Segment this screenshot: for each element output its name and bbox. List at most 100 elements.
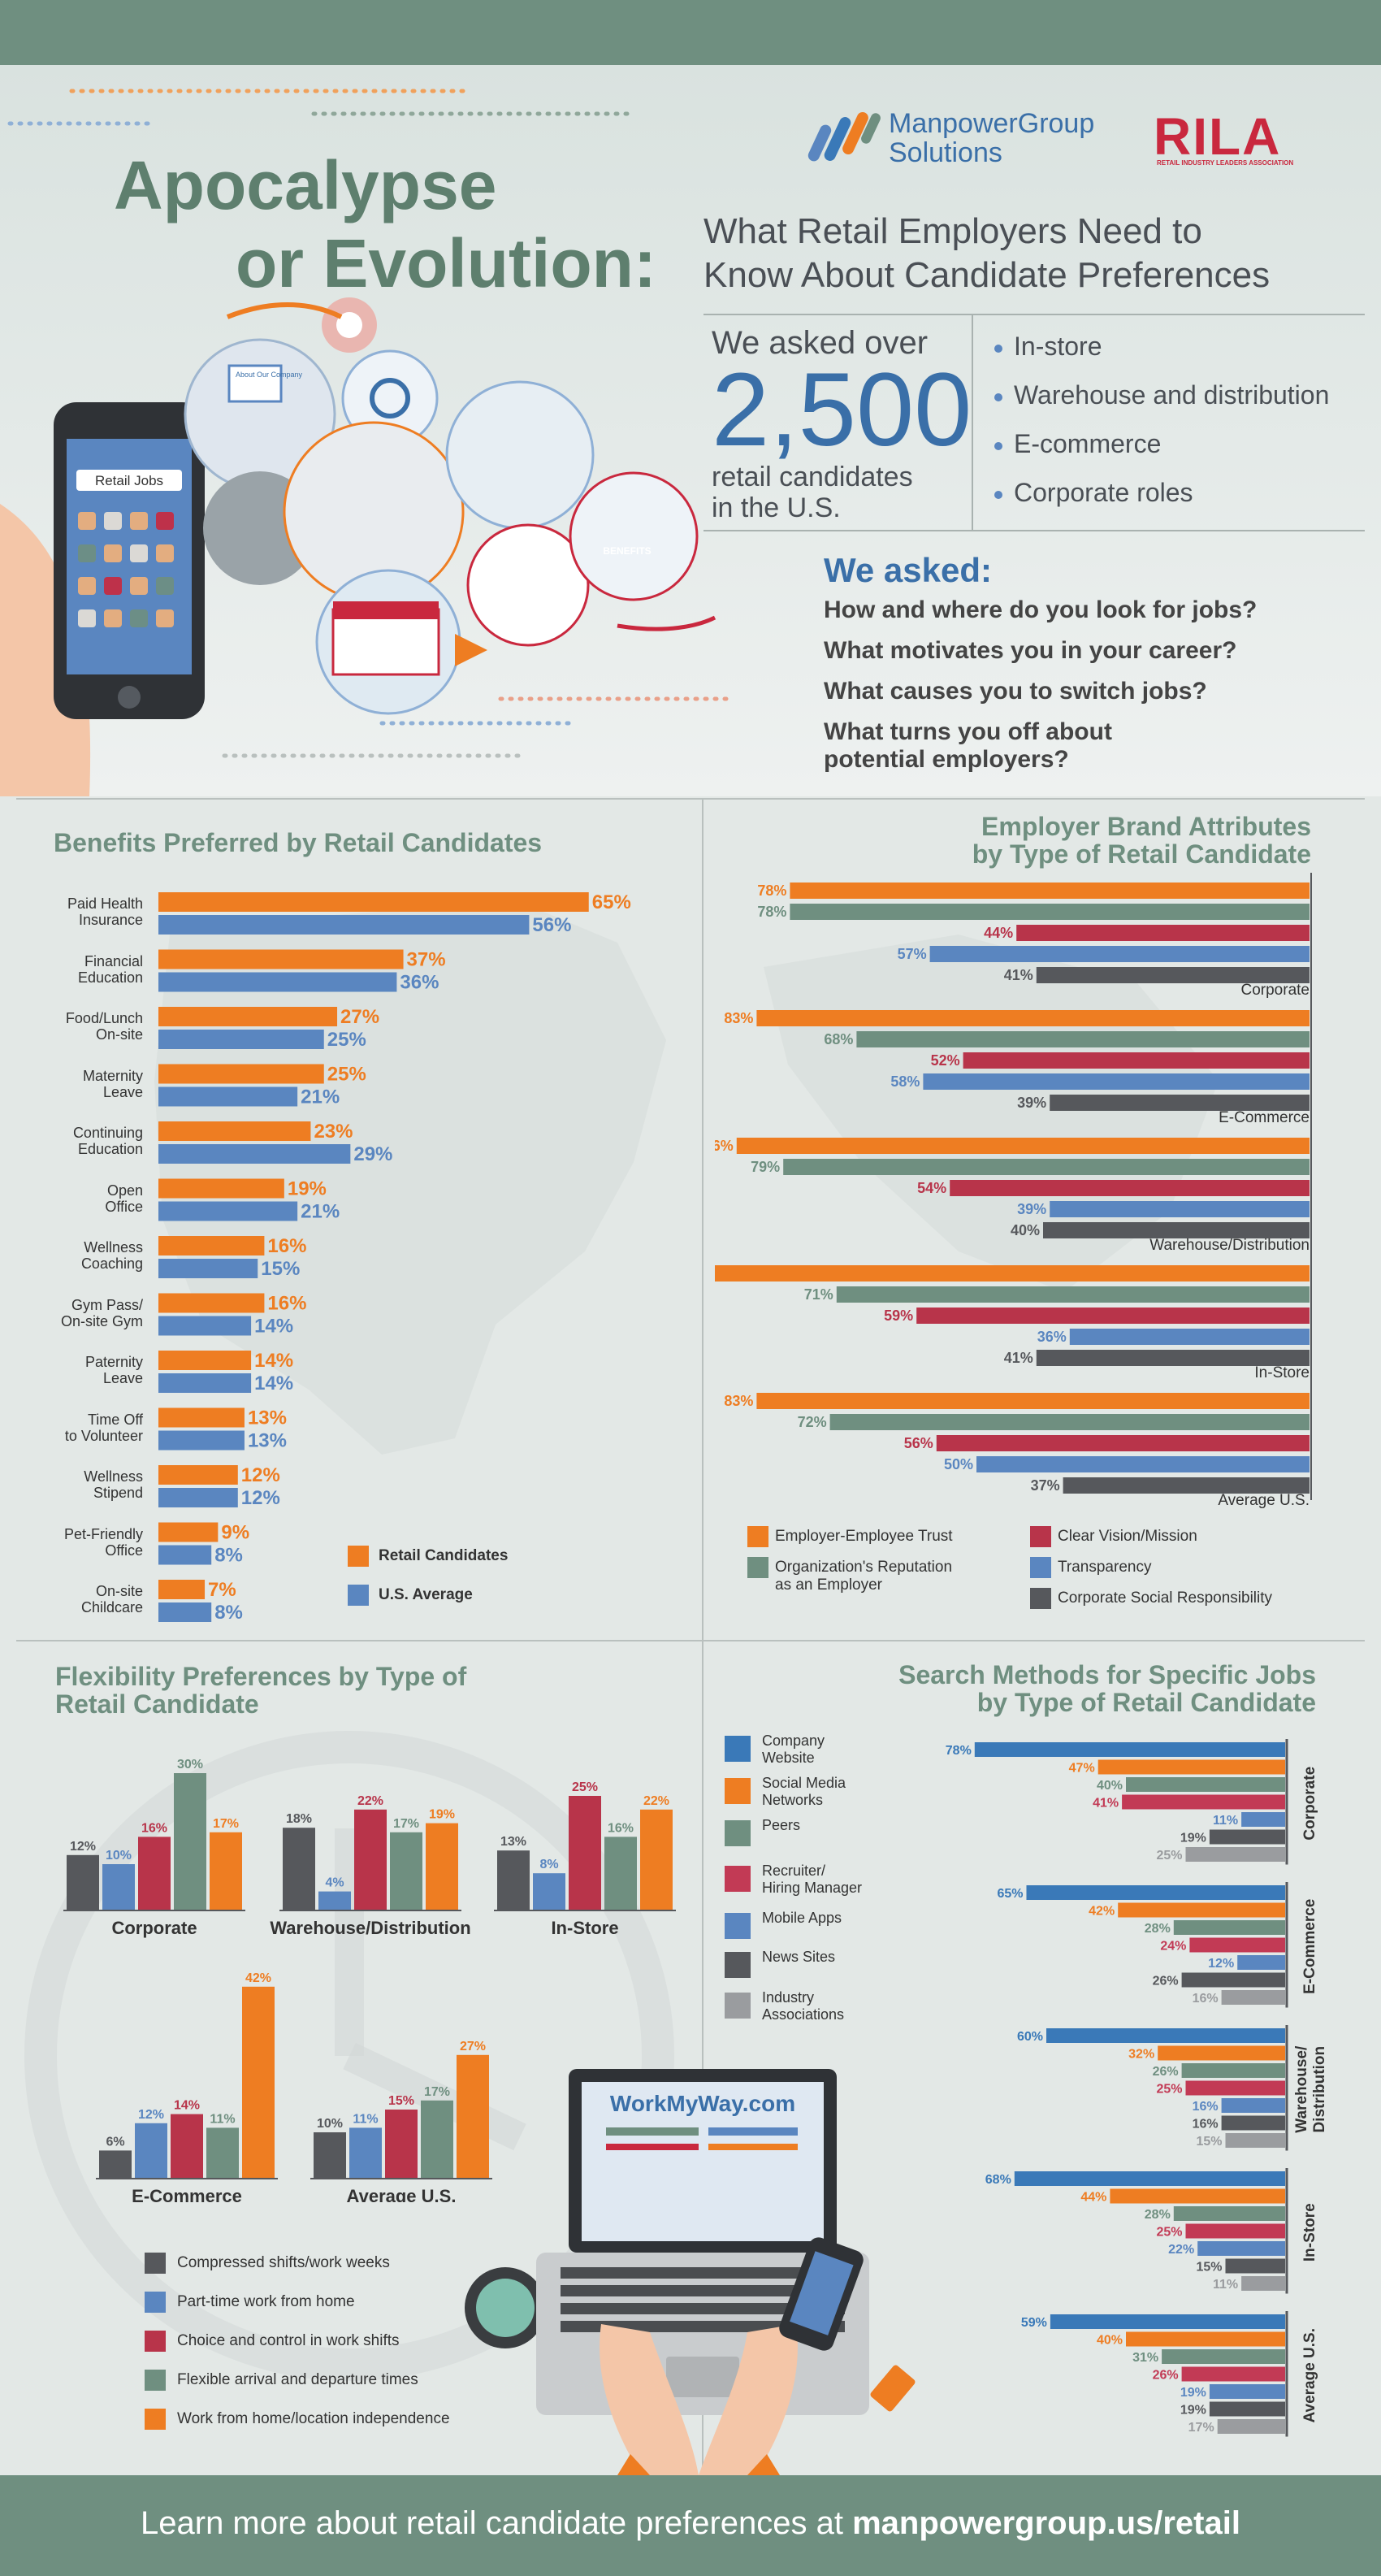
rila-logo: RILA: [1154, 107, 1282, 166]
brand-bar: [736, 1138, 1310, 1154]
brand-value-label: 37%: [1031, 1477, 1060, 1494]
candidates-text: in the U.S.: [712, 492, 841, 523]
brand-title: Employer Brand Attributes by Type of Ret…: [972, 812, 1311, 869]
benefits-chart: 65%56%37%36%27%25%25%21%23%29%19%21%16%1…: [154, 891, 666, 1624]
brand-bar: [783, 1159, 1310, 1175]
flex-legend-item: Part-time work from home: [145, 2290, 518, 2314]
search-value-label: 25%: [1156, 2083, 1182, 2097]
flex-legend-item: Work from home/location independence: [145, 2407, 518, 2431]
benefit-bar: [158, 1488, 238, 1507]
benefit-bar: [158, 1373, 252, 1393]
search-bar: [1241, 2276, 1285, 2291]
brand-bar: [976, 1456, 1310, 1472]
benefit-value-label: 65%: [592, 891, 631, 913]
flex-bar: [102, 1864, 135, 1910]
flex-value-label: 22%: [357, 1794, 383, 1808]
benefit-category-label: Open Office: [105, 1182, 143, 1215]
subtitle-line1: What Retail Employers Need to: [703, 211, 1202, 251]
legend-swatch-trust: [747, 1526, 768, 1547]
search-value-label: 28%: [1145, 1922, 1171, 1936]
legend-label: Choice and control in work shifts: [177, 2332, 400, 2349]
search-bar: [1126, 1777, 1285, 1792]
role-item: Corporate roles: [994, 478, 1193, 508]
benefit-bar: [158, 1522, 219, 1542]
brand-value-label: 41%: [1004, 1350, 1033, 1366]
benefit-value-label: 9%: [221, 1522, 249, 1544]
search-bar: [1189, 1937, 1285, 1953]
flex-chart: 12% 10% 16% 30% 17% Corporate 18% 4% 22% 17% 19% Wa…: [63, 1758, 676, 2202]
search-value-label: 78%: [946, 1744, 972, 1758]
search-value-label: 16%: [1193, 1992, 1219, 2006]
flex-value-label: 8%: [539, 1858, 558, 1871]
search-value-label: 32%: [1128, 2048, 1154, 2062]
brand-value-label: 39%: [1017, 1201, 1046, 1217]
flex-value-label: 30%: [177, 1758, 203, 1772]
search-legend-item: Industry Associations: [725, 1989, 879, 2025]
legend-us: U.S. Average: [379, 1586, 473, 1603]
brand-value-label: 57%: [898, 946, 927, 962]
search-value-label: 19%: [1180, 2404, 1206, 2418]
brand-value-label: 36%: [1037, 1329, 1067, 1345]
search-group-label: E-Commerce: [1301, 1899, 1318, 1994]
legend-swatch: [145, 2370, 166, 2391]
legend-vision: Clear Vision/Mission: [1058, 1528, 1197, 1545]
search-legend-item: Company Website: [725, 1733, 879, 1768]
flex-value-label: 16%: [608, 1821, 634, 1835]
flex-bar: [314, 2132, 346, 2178]
brand-value-label: 79%: [751, 1159, 780, 1175]
search-value-label: 26%: [1153, 1975, 1179, 1988]
footer-text: Learn more about retail candidate prefer…: [141, 2505, 1240, 2541]
flex-group-label: Corporate: [111, 1918, 197, 1938]
search-value-label: 16%: [1193, 2100, 1219, 2114]
flex-value-label: 15%: [388, 2094, 414, 2108]
search-value-label: 26%: [1153, 2065, 1179, 2079]
flex-bar: [171, 2114, 203, 2178]
legend-label: Work from home/location independence: [177, 2410, 450, 2427]
search-bar: [1221, 1990, 1285, 2005]
search-value-label: 42%: [1089, 1905, 1115, 1919]
search-legend-item: Mobile Apps: [725, 1910, 879, 1945]
benefit-bar: [158, 1201, 298, 1221]
brand-bar: [929, 946, 1310, 962]
benefit-bar: [158, 1144, 351, 1164]
benefit-bar: [158, 1465, 238, 1485]
benefit-bar: [158, 1178, 284, 1199]
legend-swatch: [725, 1778, 751, 1804]
we-asked-heading: We asked:: [824, 551, 992, 589]
section-divider: [16, 798, 1365, 800]
header-decoration: [7, 89, 734, 758]
question: What turns you off about: [824, 718, 1112, 745]
legend-swatch-transparency: [1030, 1557, 1051, 1578]
benefit-value-label: 16%: [267, 1293, 306, 1315]
brand-group-label: E-Commerce: [1219, 1109, 1310, 1126]
search-value-label: 28%: [1145, 2208, 1171, 2222]
search-value-label: 40%: [1097, 2334, 1123, 2348]
benefit-bar: [158, 1545, 212, 1565]
benefit-bar: [158, 1430, 245, 1451]
search-bar: [1181, 1972, 1285, 1988]
benefit-category-label: Continuing Education: [72, 1125, 143, 1157]
flex-bar: [354, 1809, 387, 1910]
benefit-bar: [158, 1316, 252, 1336]
legend-csr: Corporate Social Responsibility: [1058, 1589, 1273, 1607]
flex-bar: [385, 2110, 418, 2178]
flex-bar: [390, 1832, 422, 1910]
legend-swatch-reputation: [747, 1557, 768, 1578]
benefit-value-label: 56%: [532, 914, 571, 936]
legend-label: Part-time work from home: [177, 2293, 355, 2310]
respondent-count: 2,500: [712, 352, 972, 468]
search-value-label: 44%: [1080, 2191, 1106, 2205]
legend-swatch: [725, 1866, 751, 1892]
search-bar: [1225, 2258, 1285, 2274]
search-value-label: 15%: [1196, 2135, 1222, 2149]
search-bar: [1209, 1829, 1285, 1845]
legend-swatch: [145, 2292, 166, 2313]
search-bar: [974, 1742, 1285, 1757]
footer-link[interactable]: manpowergroup.us/retail: [852, 2505, 1240, 2541]
search-bar: [1110, 2188, 1285, 2204]
search-value-label: 25%: [1156, 1849, 1182, 1863]
legend-label: Recruiter/Hiring Manager: [762, 1863, 863, 1896]
legend-label: News Sites: [762, 1949, 836, 1965]
benefit-value-label: 21%: [301, 1086, 340, 1108]
brand-value-label: 39%: [1017, 1095, 1046, 1111]
